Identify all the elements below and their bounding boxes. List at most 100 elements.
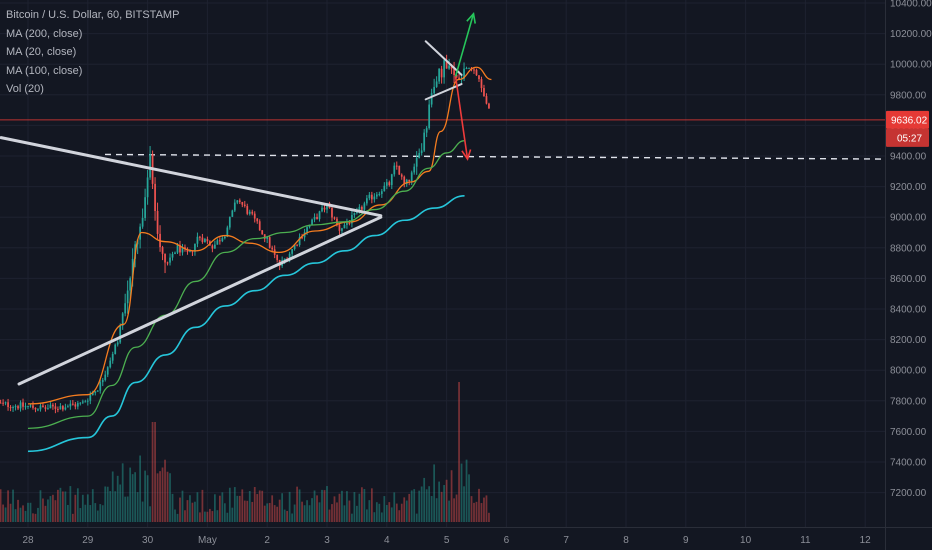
candle-body[interactable] (109, 360, 112, 368)
arrow-up-shaft[interactable] (454, 13, 475, 77)
legend-ma200[interactable]: MA (200, close) (6, 27, 83, 40)
candle-body[interactable] (233, 202, 236, 211)
candle-body[interactable] (313, 216, 316, 220)
support-dashed-line[interactable] (104, 153, 886, 160)
candle-body[interactable] (194, 243, 196, 252)
candle-body[interactable] (440, 68, 443, 78)
candle-body[interactable] (410, 172, 413, 182)
candle-body[interactable] (423, 132, 426, 151)
candle-body[interactable] (348, 222, 351, 224)
candle-body[interactable] (450, 65, 453, 69)
candle-body[interactable] (323, 207, 326, 210)
candle-body[interactable] (253, 213, 256, 219)
candle-body[interactable] (380, 191, 383, 194)
candle-body[interactable] (22, 402, 24, 407)
candle-body[interactable] (473, 69, 475, 71)
candle-body[interactable] (343, 224, 346, 229)
candle-body[interactable] (395, 165, 398, 167)
candle-body[interactable] (57, 408, 59, 410)
candle-body[interactable] (361, 206, 363, 210)
candle-body[interactable] (52, 404, 54, 407)
candle-body[interactable] (54, 406, 57, 409)
candle-body[interactable] (218, 240, 221, 242)
candle-body[interactable] (251, 211, 254, 214)
candle-body[interactable] (241, 201, 244, 205)
candle-body[interactable] (221, 238, 224, 242)
candle-body[interactable] (141, 217, 144, 227)
candle-body[interactable] (59, 406, 62, 410)
candle-body[interactable] (101, 380, 104, 383)
candle-body[interactable] (375, 194, 378, 197)
candle-body[interactable] (268, 237, 271, 248)
candle-body[interactable] (204, 239, 206, 243)
candle-body[interactable] (311, 219, 313, 225)
candle-body[interactable] (358, 206, 361, 211)
candle-body[interactable] (271, 247, 274, 250)
candle-body[interactable] (9, 407, 12, 409)
candle-body[interactable] (370, 194, 373, 200)
candle-body[interactable] (408, 179, 411, 182)
candle-body[interactable] (293, 244, 296, 250)
candle-body[interactable] (166, 262, 169, 264)
candle-body[interactable] (393, 165, 396, 175)
candle-body[interactable] (126, 290, 129, 304)
candle-body[interactable] (385, 182, 388, 186)
candle-body[interactable] (47, 408, 49, 410)
candle-body[interactable] (0, 402, 2, 404)
candle-body[interactable] (258, 221, 261, 231)
legend-ma20[interactable]: MA (20, close) (6, 46, 77, 58)
candle-body[interactable] (480, 79, 483, 89)
candle-body[interactable] (428, 104, 431, 129)
candle-body[interactable] (238, 200, 241, 202)
candle-body[interactable] (14, 406, 17, 408)
candle-body[interactable] (154, 183, 156, 211)
candle-body[interactable] (465, 68, 468, 70)
candle-body[interactable] (169, 257, 171, 263)
candle-body[interactable] (231, 210, 234, 217)
candle-body[interactable] (196, 236, 199, 244)
candle-body[interactable] (121, 313, 124, 326)
candle-body[interactable] (84, 401, 87, 403)
candle-body[interactable] (131, 258, 134, 279)
price-axis[interactable]: 10400.0010200.0010000.009800.009600.0094… (890, 0, 932, 499)
candle-body[interactable] (403, 176, 406, 185)
candle-body[interactable] (44, 407, 47, 409)
candle-body[interactable] (341, 228, 343, 231)
candle-body[interactable] (39, 405, 42, 410)
time-axis[interactable]: 28 29 30 May 2 3 4 5 6 7 8 9 10 11 12 (22, 535, 871, 546)
candle-body[interactable] (191, 251, 194, 253)
candle-body[interactable] (443, 60, 445, 78)
candle-body[interactable] (413, 166, 416, 173)
candle-body[interactable] (27, 406, 29, 408)
candle-body[interactable] (89, 395, 92, 401)
candle-body[interactable] (216, 240, 219, 245)
candle-body[interactable] (306, 227, 308, 233)
candle-body[interactable] (74, 404, 77, 407)
candle-body[interactable] (445, 60, 448, 69)
candle-body[interactable] (478, 75, 480, 80)
candle-body[interactable] (291, 249, 293, 254)
candle-body[interactable] (263, 234, 266, 239)
candle-body[interactable] (425, 128, 428, 133)
candle-body[interactable] (405, 179, 408, 185)
candle-body[interactable] (2, 402, 4, 404)
candle-body[interactable] (19, 402, 22, 409)
candle-body[interactable] (62, 406, 64, 410)
candle-body[interactable] (485, 96, 488, 104)
candle-body[interactable] (223, 236, 226, 239)
candle-body[interactable] (144, 197, 146, 218)
candle-body[interactable] (71, 403, 74, 405)
candles[interactable] (0, 54, 490, 414)
candle-body[interactable] (373, 196, 376, 200)
candle-body[interactable] (106, 367, 109, 375)
candle-body[interactable] (248, 211, 251, 214)
candle-body[interactable] (318, 211, 321, 220)
candle-body[interactable] (420, 150, 423, 154)
candle-body[interactable] (316, 216, 318, 220)
candle-body[interactable] (156, 210, 159, 234)
candle-body[interactable] (418, 153, 421, 159)
candle-body[interactable] (435, 81, 438, 87)
candle-body[interactable] (228, 216, 231, 228)
candle-body[interactable] (256, 218, 259, 222)
